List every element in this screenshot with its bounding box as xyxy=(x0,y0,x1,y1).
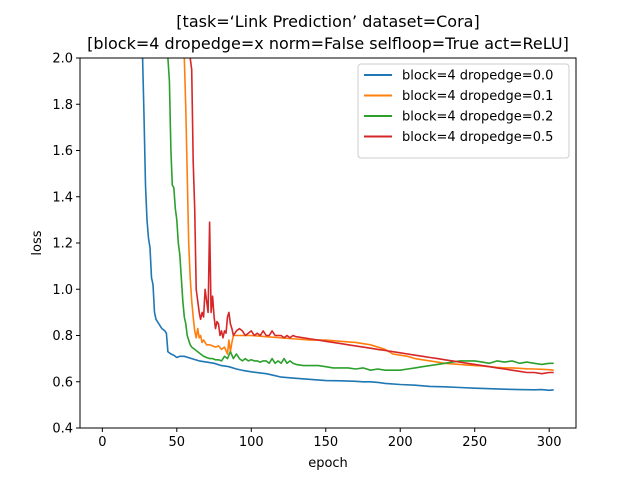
series-line-3 xyxy=(189,58,554,375)
legend-label-0: block=4 dropedge=0.0 xyxy=(402,69,553,84)
y-tick-label: 0.8 xyxy=(52,329,73,344)
y-tick-label: 0.6 xyxy=(52,375,73,390)
chart-subtitle: [block=4 dropedge=x norm=False selfloop=… xyxy=(87,34,569,53)
series-layer xyxy=(141,58,554,392)
chart-title: [task=‘Link Prediction’ dataset=Cora] xyxy=(176,12,479,31)
x-tick-label: 250 xyxy=(462,435,487,450)
x-tick-label: 100 xyxy=(239,435,264,450)
series-line-0 xyxy=(141,58,554,392)
x-tick-label: 0 xyxy=(98,435,106,450)
x-tick-label: 300 xyxy=(537,435,562,450)
y-tick-label: 1.6 xyxy=(52,144,73,159)
legend-label-3: block=4 dropedge=0.5 xyxy=(402,130,553,145)
y-axis: 0.4 0.6 0.8 1.0 1.2 1.4 1.6 1.8 2.0 xyxy=(52,52,80,437)
legend-box xyxy=(357,63,570,159)
legend-label-2: block=4 dropedge=0.2 xyxy=(402,110,553,125)
y-tick-label: 1.8 xyxy=(52,98,73,113)
y-tick-label: 1.0 xyxy=(52,283,73,298)
y-tick-label: 0.4 xyxy=(52,422,73,437)
y-axis-label: loss xyxy=(30,230,45,255)
x-axis-label: epoch xyxy=(308,456,348,471)
x-tick-label: 200 xyxy=(388,435,413,450)
legend: block=4 dropedge=0.0 block=4 dropedge=0.1… xyxy=(357,63,570,159)
y-tick-label: 2.0 xyxy=(52,52,73,67)
legend-label-1: block=4 dropedge=0.1 xyxy=(402,89,553,104)
y-tick-label: 1.4 xyxy=(52,190,73,205)
x-axis: 0 50 100 150 200 250 300 xyxy=(98,428,562,450)
y-tick-label: 1.2 xyxy=(52,237,73,252)
x-tick-label: 50 xyxy=(169,435,186,450)
series-line-2 xyxy=(167,58,554,372)
x-tick-label: 150 xyxy=(313,435,338,450)
